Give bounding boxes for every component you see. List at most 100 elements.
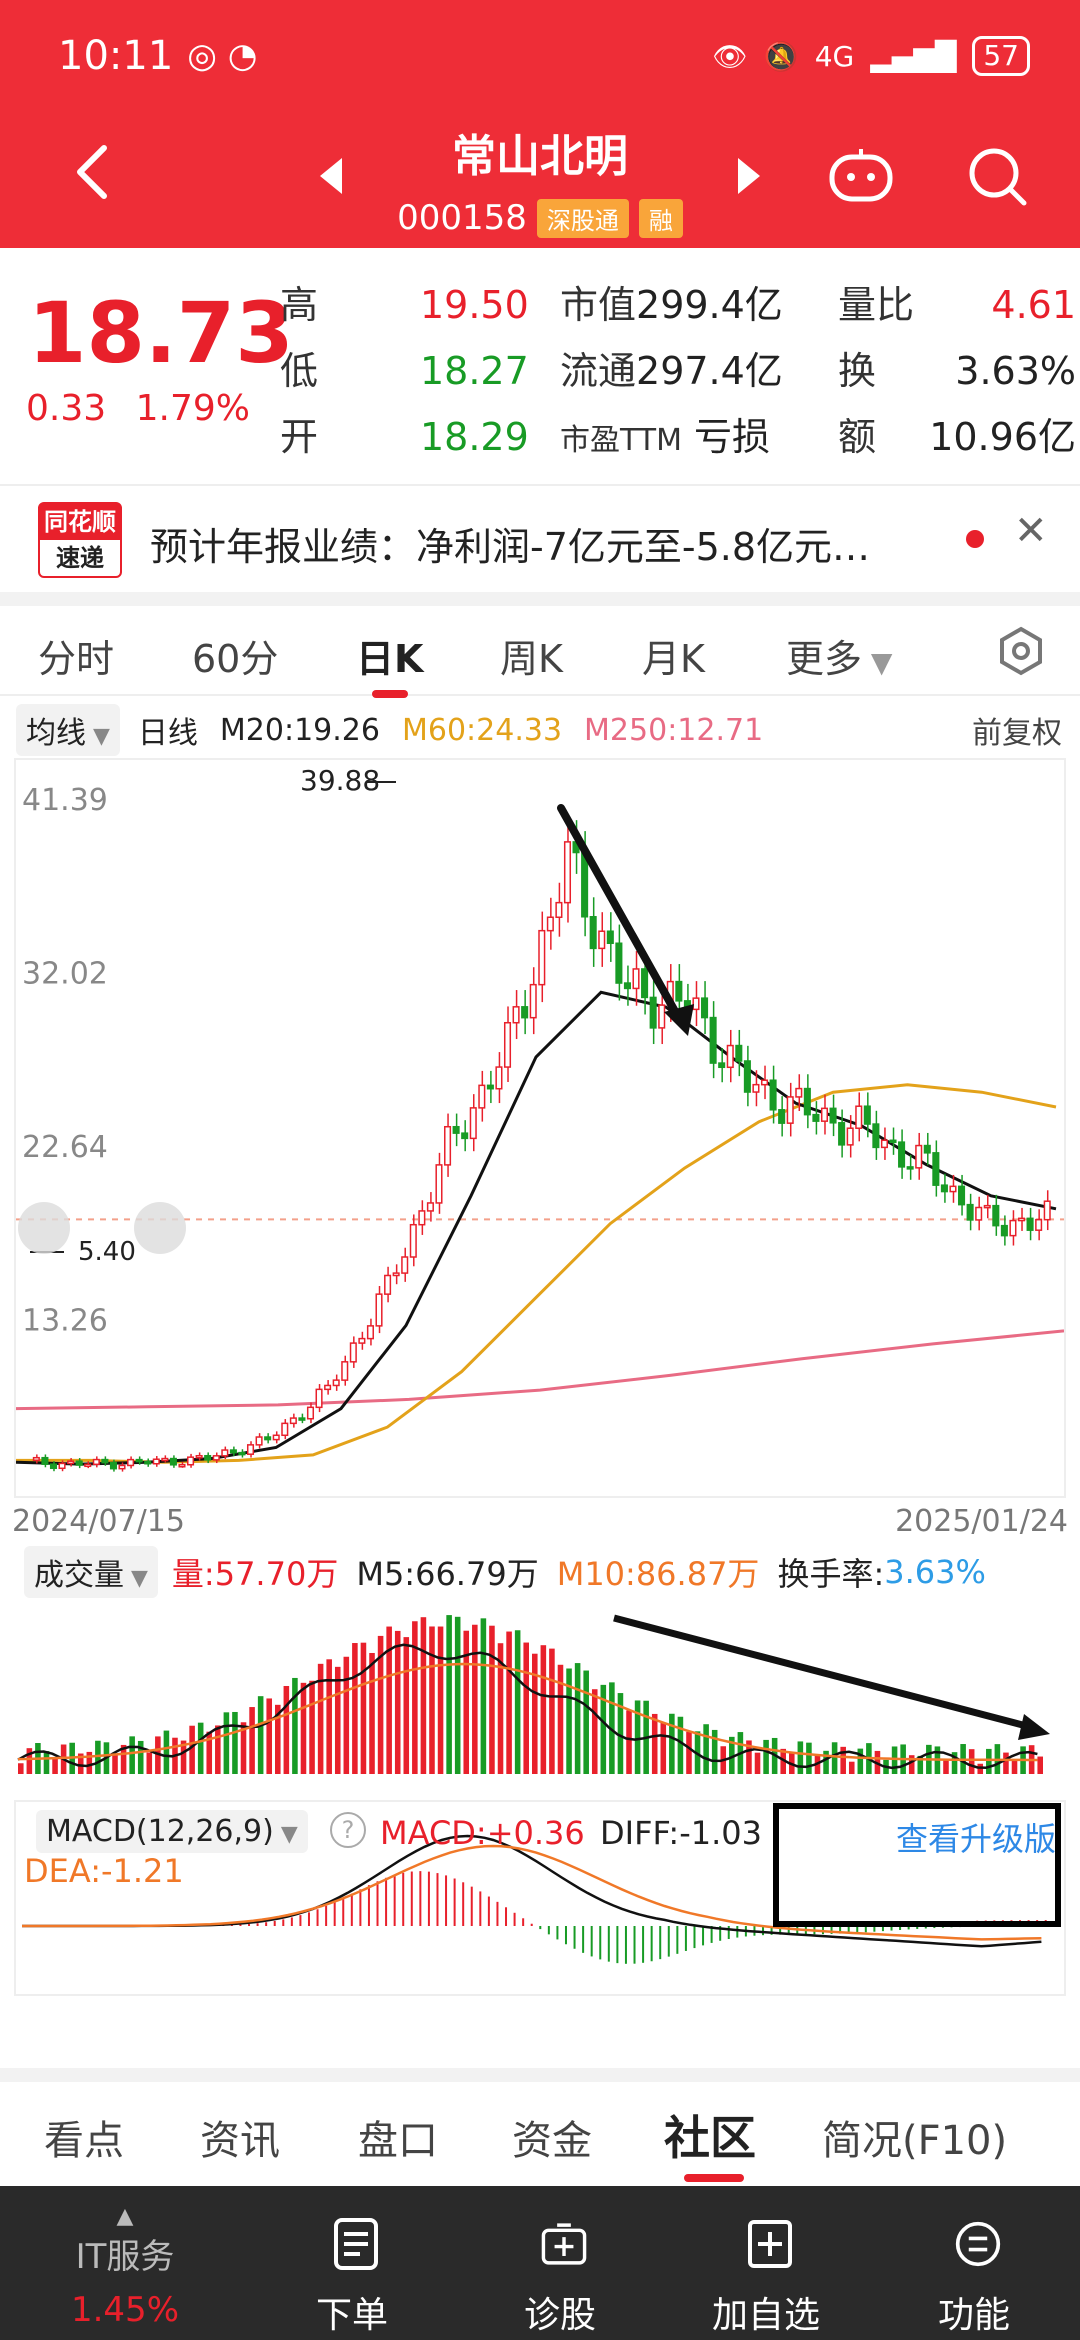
order-button[interactable]: 下单: [282, 2186, 422, 2340]
tab-underline: [372, 690, 408, 698]
sector-info[interactable]: ▲ IT服务 1.45%: [40, 2204, 210, 2330]
add-watchlist-button[interactable]: 加自选: [696, 2186, 836, 2340]
tab-orderbook[interactable]: 盘口: [358, 2118, 438, 2164]
tab-profile[interactable]: 简况(F10): [822, 2118, 1008, 2164]
volume-bar: [317, 1663, 324, 1774]
macd-bar: [273, 1920, 276, 1926]
news-banner[interactable]: 同花顺 速递 预计年报业绩：净利润-7亿元至-5.8亿元… ✕: [0, 484, 1080, 592]
macd-chart[interactable]: [14, 1800, 1066, 1996]
mute-icon: 🔕: [763, 39, 799, 73]
news-text[interactable]: 预计年报业绩：净利润-7亿元至-5.8亿元…: [150, 525, 871, 569]
candle-body: [1043, 1200, 1051, 1221]
kline-chart[interactable]: 41.39 32.02 22.64 13.26 39.88 5.40: [14, 758, 1066, 1498]
volume-bar: [197, 1722, 204, 1774]
chevron-up-icon: ▲: [116, 2204, 134, 2229]
candle-body: [563, 841, 572, 904]
macd-bar: [624, 1926, 627, 1964]
candle-body: [589, 916, 597, 950]
tab-community[interactable]: 社区: [664, 2111, 756, 2165]
candle-body: [795, 1087, 803, 1098]
candle-body: [58, 1462, 66, 1470]
tab-fund-flow[interactable]: 资金: [512, 2118, 592, 2164]
macd-bar: [719, 1926, 722, 1941]
volume-bar: [412, 1621, 418, 1774]
help-icon[interactable]: ?: [330, 1812, 366, 1848]
search-icon[interactable]: [966, 145, 1028, 207]
tab-highlights[interactable]: 看点: [44, 2118, 124, 2164]
function-button[interactable]: 功能: [904, 2186, 1044, 2340]
volume-bar: [506, 1631, 512, 1774]
quote-label: 市值: [560, 283, 637, 327]
tab-more[interactable]: 更多 ▼: [786, 628, 892, 683]
close-icon[interactable]: ✕: [1014, 508, 1048, 554]
volume-bar: [155, 1736, 161, 1774]
volume-bar: [275, 1704, 281, 1774]
candle-body: [512, 1006, 520, 1024]
upgrade-link[interactable]: 查看升级版: [895, 1820, 1056, 1858]
tab-daily-k[interactable]: 日K: [356, 637, 424, 681]
candle-body: [426, 1202, 434, 1212]
candle-body: [246, 1444, 255, 1455]
candle-body: [1026, 1217, 1034, 1231]
volume-bar: [26, 1748, 33, 1774]
quote-col-3-values: 4.61 3.63% 10.96亿: [900, 272, 1076, 470]
candle-body: [92, 1458, 100, 1466]
macd-selector[interactable]: MACD(12,26,9) ▼: [36, 1810, 308, 1853]
sector-name: IT服务: [75, 2237, 175, 2277]
macd-value: MACD:+0.36: [380, 1814, 585, 1852]
candle-body: [863, 1105, 871, 1125]
candle-body: [281, 1422, 289, 1437]
quote-row: 低: [280, 338, 318, 404]
macd-bar: [316, 1909, 319, 1926]
macd-bar: [530, 1923, 533, 1926]
candle-body: [144, 1460, 152, 1465]
macd-bar: [487, 1896, 490, 1926]
tab-news[interactable]: 资讯: [200, 2118, 280, 2164]
settings-icon[interactable]: [996, 626, 1046, 676]
annotation-arrow: [557, 804, 685, 1026]
back-icon[interactable]: [72, 142, 112, 202]
macd-bar: [385, 1877, 388, 1926]
macd-bar: [659, 1926, 662, 1960]
macd-annotation-box: [773, 1803, 1061, 1927]
adjust-label[interactable]: 前复权: [972, 716, 1062, 751]
candle-body: [752, 1083, 760, 1093]
y-tick-label: 32.02: [22, 956, 108, 991]
ma-selector[interactable]: 均线 ▼: [16, 704, 120, 756]
volume-bar: [609, 1682, 615, 1774]
candle-body: [84, 1463, 92, 1468]
next-stock-icon[interactable]: [738, 158, 760, 194]
macd-bar: [230, 1924, 233, 1926]
volume-bar: [686, 1731, 692, 1774]
candle-body: [855, 1105, 863, 1129]
prev-stock-icon[interactable]: [320, 158, 342, 194]
volume-bar: [626, 1710, 632, 1774]
tab-weekly-k[interactable]: 周K: [500, 637, 563, 681]
volume-bar: [232, 1711, 238, 1774]
macd-bar: [462, 1882, 465, 1926]
quote-value: 3.63%: [955, 349, 1076, 393]
margin-badge: 融: [638, 198, 683, 238]
tab-monthly-k[interactable]: 月K: [642, 637, 705, 681]
bottom-toolbar: ▲ IT服务 1.45% 下单 诊股 加自选 功能: [0, 2186, 1080, 2340]
candle-body: [67, 1460, 75, 1465]
volume-bar: [617, 1693, 624, 1774]
macd-bar: [607, 1926, 610, 1962]
volume-chart[interactable]: [14, 1600, 1066, 1780]
volume-bar: [549, 1648, 555, 1774]
volume-selector[interactable]: 成交量 ▼: [24, 1546, 158, 1598]
macd-bar: [633, 1926, 636, 1964]
volume-bar: [729, 1736, 735, 1774]
volume-bar: [77, 1753, 84, 1774]
macd-bar: [376, 1881, 379, 1926]
robot-icon[interactable]: [826, 145, 896, 205]
macd-bar: [290, 1917, 293, 1926]
volume-bar: [634, 1700, 641, 1774]
volume-bar: [908, 1755, 915, 1774]
diagnose-button[interactable]: 诊股: [490, 2186, 630, 2340]
volume-bar: [848, 1761, 855, 1774]
tab-60min[interactable]: 60分: [192, 637, 279, 681]
tab-fenshi[interactable]: 分时: [38, 637, 115, 681]
candle-body: [1035, 1218, 1043, 1231]
candle-body: [332, 1379, 340, 1387]
